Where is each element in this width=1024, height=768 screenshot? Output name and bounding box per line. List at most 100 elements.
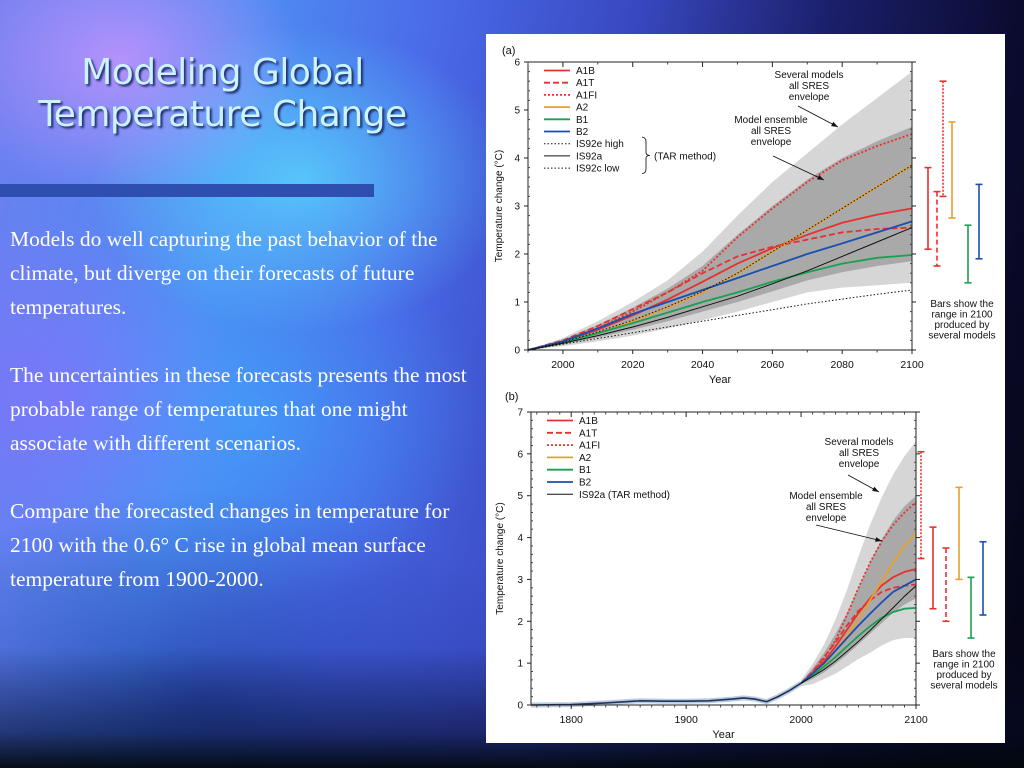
- series-line-b2: [527, 220, 913, 351]
- bars-note: range in 2100: [933, 660, 995, 671]
- paragraph-past-behavior: Models do well capturing the past behavi…: [10, 227, 438, 319]
- historical-series-line: [530, 682, 802, 706]
- annotation-arrow: [815, 524, 883, 542]
- legend-label: A2: [576, 103, 589, 114]
- x-tick-label: 1800: [560, 714, 584, 726]
- outer-envelope-annotation: envelope: [789, 92, 830, 103]
- y-tick-label: 4: [517, 533, 523, 544]
- x-tick-label: 2020: [621, 359, 645, 371]
- paragraph-uncertainties: The uncertainties in these forecasts pre…: [10, 363, 467, 455]
- legend-label: IS92a: [576, 151, 603, 162]
- x-tick-label: 2080: [831, 359, 855, 371]
- title-underline-bar: [0, 184, 374, 197]
- ipcc-figure: (a) 0 1 2 3 4 5 6 2000 2020 2040 2060 2080 2100 Year Te…: [486, 34, 1005, 743]
- x-tick-label: 2000: [551, 359, 575, 371]
- legend-label: IS92e high: [576, 139, 624, 150]
- bars-note: produced by: [936, 670, 991, 681]
- series-line-a1fi: [527, 133, 913, 351]
- y-tick-label: 3: [517, 575, 523, 586]
- annotation-arrowhead: [831, 121, 838, 127]
- legend-label: A1T: [576, 78, 594, 89]
- legend-label: IS92c low: [576, 164, 620, 175]
- annotation-arrowhead: [875, 537, 882, 542]
- series-line-b2: [800, 578, 917, 684]
- y-tick-label: 1: [514, 298, 520, 309]
- chart-panel-b: (b) 0 1 2 3 4 5 6 7 1800 1900 2000 2100 Year Temperatu…: [495, 391, 998, 741]
- series-line-is92e-high: [527, 164, 913, 351]
- title-line-2: Temperature Change: [38, 94, 407, 135]
- title-line-1: Modeling Global: [81, 52, 364, 93]
- series-line-a1fi: [800, 501, 917, 684]
- annotation-arrow: [772, 155, 825, 181]
- y-tick-label: 2: [517, 617, 523, 628]
- inner-envelope-annotation: all SRES: [751, 126, 791, 137]
- legend-brace: [641, 136, 651, 175]
- y-tick-label: 7: [517, 408, 523, 419]
- legend-label: A2: [579, 453, 592, 464]
- outer-envelope-annotation: envelope: [839, 459, 880, 470]
- bars-note: Bars show the: [930, 299, 994, 310]
- y-tick-label: 1: [517, 659, 523, 670]
- y-tick-label: 4: [514, 154, 520, 165]
- y-tick-label: 5: [517, 491, 523, 502]
- y-tick-label: 6: [517, 449, 523, 460]
- paragraph-compare: Compare the forecasted changes in temper…: [10, 499, 450, 591]
- y-tick-label: 0: [514, 346, 520, 357]
- x-tick-label: 2100: [904, 714, 928, 726]
- bars-note: produced by: [934, 320, 989, 331]
- legend-label: B1: [576, 115, 589, 126]
- chart-panel-a: (a) 0 1 2 3 4 5 6 2000 2020 2040 2060 2080 2100 Year Te…: [494, 45, 996, 386]
- series-line-a1t: [527, 226, 913, 351]
- inner-envelope-annotation: envelope: [806, 513, 847, 524]
- outer-envelope-annotation: all SRES: [789, 81, 829, 92]
- inner-envelope-band: [528, 126, 912, 350]
- y-tick-label: 6: [514, 58, 520, 69]
- legend-label: A1T: [579, 428, 597, 439]
- x-tick-label: 2100: [900, 359, 924, 371]
- y-tick-label: 5: [514, 106, 520, 117]
- outer-envelope-band: [801, 441, 916, 687]
- inner-envelope-annotation: all SRES: [806, 502, 846, 513]
- figure-svg: (a) 0 1 2 3 4 5 6 2000 2020 2040 2060 2080 2100 Year Te…: [494, 45, 998, 741]
- legend-label: IS92a (TAR method): [579, 490, 670, 501]
- bars-note: Bars show the: [932, 649, 996, 660]
- legend-label: A1FI: [576, 90, 597, 101]
- annotation-arrowhead: [817, 175, 824, 180]
- outer-envelope-annotation: all SRES: [839, 448, 879, 459]
- y-tick-label: 0: [517, 701, 523, 712]
- tar-method-label: (TAR method): [654, 151, 716, 162]
- y-axis-label: Temperature change (°C): [495, 502, 506, 614]
- panel-label: (a): [502, 45, 515, 57]
- series-line-b1: [527, 254, 913, 351]
- legend-label: A1B: [579, 416, 598, 427]
- y-tick-label: 3: [514, 202, 520, 213]
- x-tick-label: 1900: [674, 714, 698, 726]
- series-line-a1b: [800, 568, 917, 684]
- inner-envelope-annotation: envelope: [751, 137, 792, 148]
- inner-envelope-annotation: Model ensemble: [734, 115, 808, 126]
- series-line-b1: [800, 607, 917, 684]
- slide-body: Models do well capturing the past behavi…: [10, 222, 470, 630]
- x-tick-label: 2000: [789, 714, 813, 726]
- legend-label: B1: [579, 465, 592, 476]
- legend-label: A1FI: [579, 441, 600, 452]
- series-line-is92a: [527, 227, 913, 351]
- bars-note: several models: [930, 681, 997, 692]
- panel-label: (b): [505, 391, 518, 403]
- series-line-is92a-tar-method-: [800, 585, 917, 684]
- outer-envelope-annotation: Several models: [775, 70, 844, 81]
- inner-envelope-band: [801, 495, 916, 685]
- legend-label: B2: [579, 478, 592, 489]
- x-tick-label: 2040: [691, 359, 715, 371]
- slide-title: Modeling Global Temperature Change: [0, 52, 445, 136]
- annotation-arrow: [797, 105, 839, 128]
- bars-note: several models: [928, 331, 995, 342]
- inner-envelope-annotation: Model ensemble: [789, 491, 863, 502]
- series-line-a1b: [527, 207, 913, 351]
- outer-envelope-annotation: Several models: [825, 437, 894, 448]
- bars-note: range in 2100: [931, 310, 993, 321]
- x-axis-label: Year: [712, 729, 735, 741]
- y-axis-label: Temperature change (°C): [494, 150, 505, 262]
- legend-label: B2: [576, 127, 589, 138]
- y-tick-label: 2: [514, 250, 520, 261]
